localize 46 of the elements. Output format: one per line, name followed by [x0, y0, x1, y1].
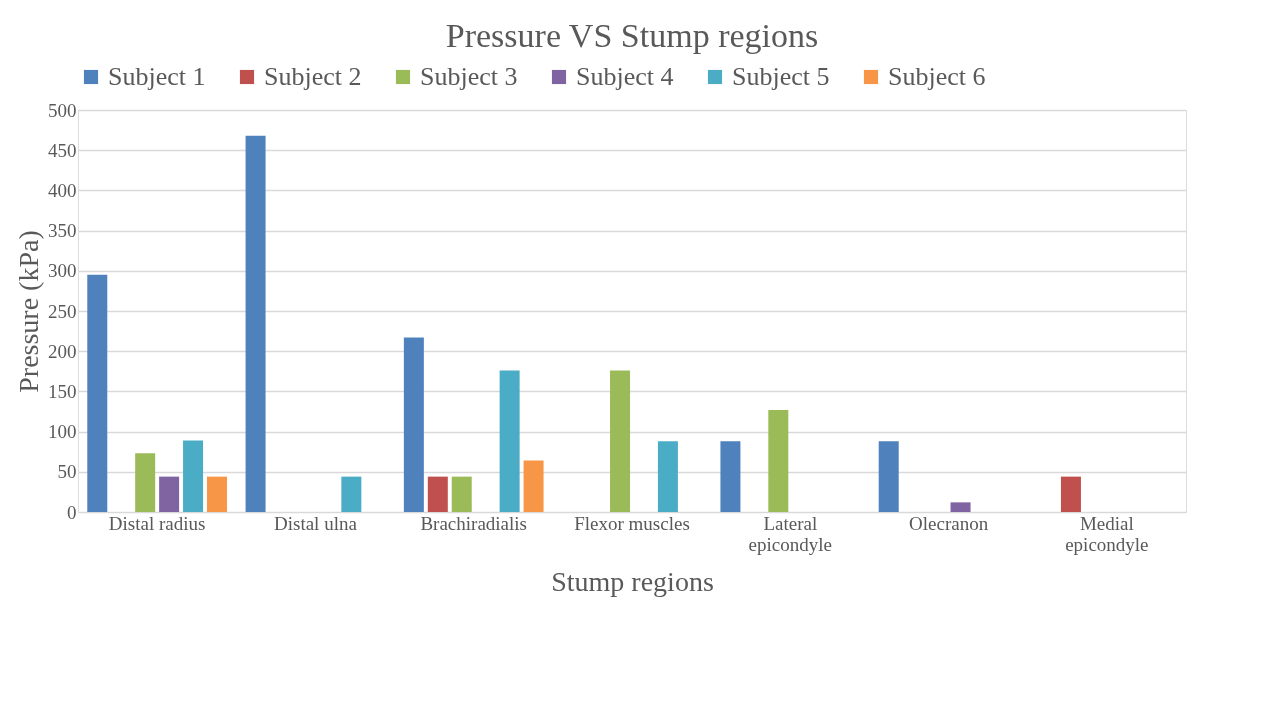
legend-label: Subject 6 [888, 62, 986, 91]
x-tick-label: Distal ulna [274, 512, 358, 534]
bar [610, 370, 631, 512]
y-tick-label: 150 [48, 380, 77, 402]
y-tick-label: 250 [48, 300, 77, 322]
y-tick-label: 50 [57, 461, 77, 483]
y-tick-label: 100 [48, 421, 77, 443]
bar [159, 476, 180, 512]
bar [451, 476, 472, 512]
x-tick-label: Lateral epicondyle [748, 512, 832, 555]
y-tick-label: 200 [48, 340, 77, 362]
bar [499, 370, 520, 512]
bar [720, 441, 741, 512]
bar [1060, 476, 1081, 512]
x-axis-title: Stump regions [551, 565, 714, 597]
bar [427, 476, 448, 512]
bar [341, 476, 362, 512]
x-tick-label: Medial epicondyle [1065, 512, 1149, 555]
bar [950, 502, 971, 512]
y-axis-title: Pressure (kPa) [13, 230, 44, 393]
x-tick-label: Flexor muscles [574, 512, 690, 534]
y-tick-label: 300 [48, 260, 77, 282]
bar [183, 440, 204, 512]
bar [523, 460, 544, 512]
y-tick-label: 400 [48, 179, 77, 201]
x-tick-label: Brachiradialis [420, 512, 527, 534]
legend-label: Subject 2 [264, 62, 362, 91]
y-tick-label: 0 [67, 501, 77, 523]
legend-label: Subject 4 [576, 62, 674, 91]
bar [403, 337, 424, 512]
bar [245, 135, 266, 512]
bar [878, 441, 899, 512]
bar [87, 274, 108, 512]
legend-label: Subject 3 [420, 62, 518, 91]
bar [768, 409, 789, 512]
y-tick-label: 450 [48, 139, 77, 161]
bar [657, 441, 678, 512]
legend-label: Subject 5 [732, 62, 830, 91]
legend-label: Subject 1 [108, 62, 206, 91]
bar [207, 476, 227, 512]
bar [135, 453, 156, 512]
y-tick-label: 500 [48, 99, 77, 121]
x-tick-label: Olecranon [909, 512, 989, 534]
x-tick-label: Distal radius [108, 512, 206, 534]
y-tick-label: 350 [48, 220, 77, 242]
chart-title: Pressure VS Stump regions [445, 17, 819, 54]
